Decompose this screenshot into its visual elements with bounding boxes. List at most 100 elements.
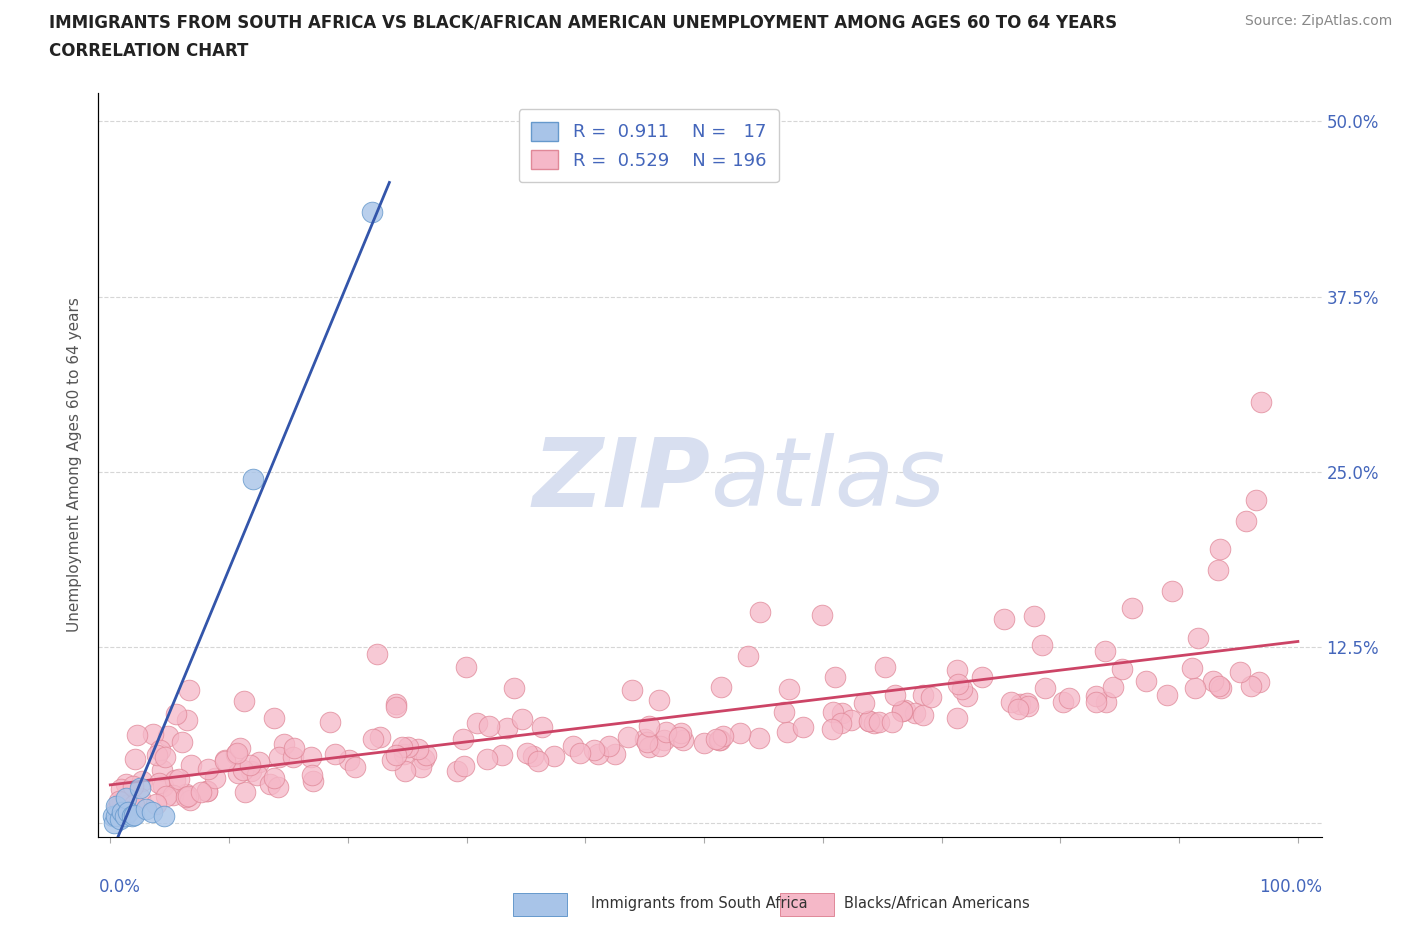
Point: [945, 711, 967, 725]
Point: [1094, 644, 1116, 658]
Point: [1094, 695, 1116, 710]
Point: [111, 804, 134, 819]
Point: [530, 720, 553, 735]
Point: [522, 749, 544, 764]
Point: [242, 472, 264, 486]
Point: [502, 681, 524, 696]
Point: [831, 705, 853, 720]
Point: [204, 770, 226, 785]
Point: [152, 808, 174, 823]
Point: [114, 790, 136, 805]
Point: [129, 780, 152, 795]
Point: [1015, 696, 1038, 711]
Point: [737, 648, 759, 663]
Point: [654, 732, 676, 747]
Point: [233, 694, 256, 709]
Text: IMMIGRANTS FROM SOUTH AFRICA VS BLACK/AFRICAN AMERICAN UNEMPLOYMENT AMONG AGES 6: IMMIGRANTS FROM SOUTH AFRICA VS BLACK/AF…: [49, 14, 1118, 32]
Point: [1022, 609, 1045, 624]
Point: [617, 729, 640, 744]
Point: [1240, 678, 1263, 693]
Point: [669, 725, 692, 740]
Point: [465, 715, 488, 730]
Point: [162, 788, 184, 803]
Point: [263, 711, 285, 725]
Point: [655, 724, 678, 739]
Point: [510, 711, 533, 726]
Point: [1209, 680, 1232, 695]
Point: [1031, 638, 1053, 653]
Point: [993, 611, 1015, 626]
Point: [875, 659, 897, 674]
Point: [1000, 695, 1022, 710]
Point: [920, 690, 942, 705]
Point: [299, 751, 322, 765]
Point: [588, 746, 610, 761]
Point: [214, 754, 236, 769]
Point: [638, 739, 661, 754]
Point: [890, 704, 912, 719]
Point: [692, 736, 714, 751]
Point: [491, 748, 513, 763]
Point: [1208, 679, 1230, 694]
Point: [413, 752, 436, 767]
Point: [105, 800, 128, 815]
Point: [368, 730, 391, 745]
Point: [101, 808, 124, 823]
Point: [904, 706, 927, 721]
Point: [776, 724, 799, 739]
Point: [568, 746, 591, 761]
Point: [668, 729, 690, 744]
Point: [394, 764, 416, 778]
Point: [1017, 698, 1039, 713]
Point: [121, 808, 143, 823]
Point: [475, 751, 498, 766]
Point: [233, 785, 256, 800]
Point: [103, 816, 125, 830]
Point: [1250, 394, 1272, 409]
Point: [323, 747, 346, 762]
Point: [167, 771, 190, 786]
Point: [170, 735, 193, 750]
Point: [1249, 675, 1271, 690]
Point: [152, 763, 174, 777]
Point: [176, 712, 198, 727]
Point: [598, 738, 620, 753]
Y-axis label: Unemployment Among Ages 60 to 64 years: Unemployment Among Ages 60 to 64 years: [67, 298, 83, 632]
Point: [823, 705, 845, 720]
Point: [884, 687, 907, 702]
Point: [124, 798, 146, 813]
Point: [117, 804, 139, 819]
Text: 0.0%: 0.0%: [98, 878, 141, 896]
Point: [882, 714, 904, 729]
Point: [636, 734, 658, 749]
Point: [110, 782, 132, 797]
Point: [179, 793, 201, 808]
Point: [408, 741, 430, 756]
Point: [1202, 674, 1225, 689]
Point: [634, 731, 657, 746]
Point: [853, 696, 876, 711]
Point: [830, 715, 852, 730]
Point: [337, 752, 360, 767]
Point: [232, 763, 254, 777]
Point: [165, 773, 187, 788]
Point: [543, 749, 565, 764]
Point: [1111, 661, 1133, 676]
Point: [283, 750, 305, 764]
Point: [118, 797, 141, 812]
Point: [478, 719, 501, 734]
Point: [384, 697, 406, 711]
Point: [155, 789, 177, 804]
Point: [301, 768, 323, 783]
Point: [709, 732, 731, 747]
Point: [824, 670, 846, 684]
Point: [108, 811, 131, 826]
Point: [948, 676, 970, 691]
Point: [225, 746, 247, 761]
Point: [1160, 584, 1182, 599]
Point: [366, 646, 388, 661]
Point: [214, 752, 236, 767]
Point: [778, 682, 800, 697]
Point: [748, 604, 770, 619]
Point: [263, 771, 285, 786]
